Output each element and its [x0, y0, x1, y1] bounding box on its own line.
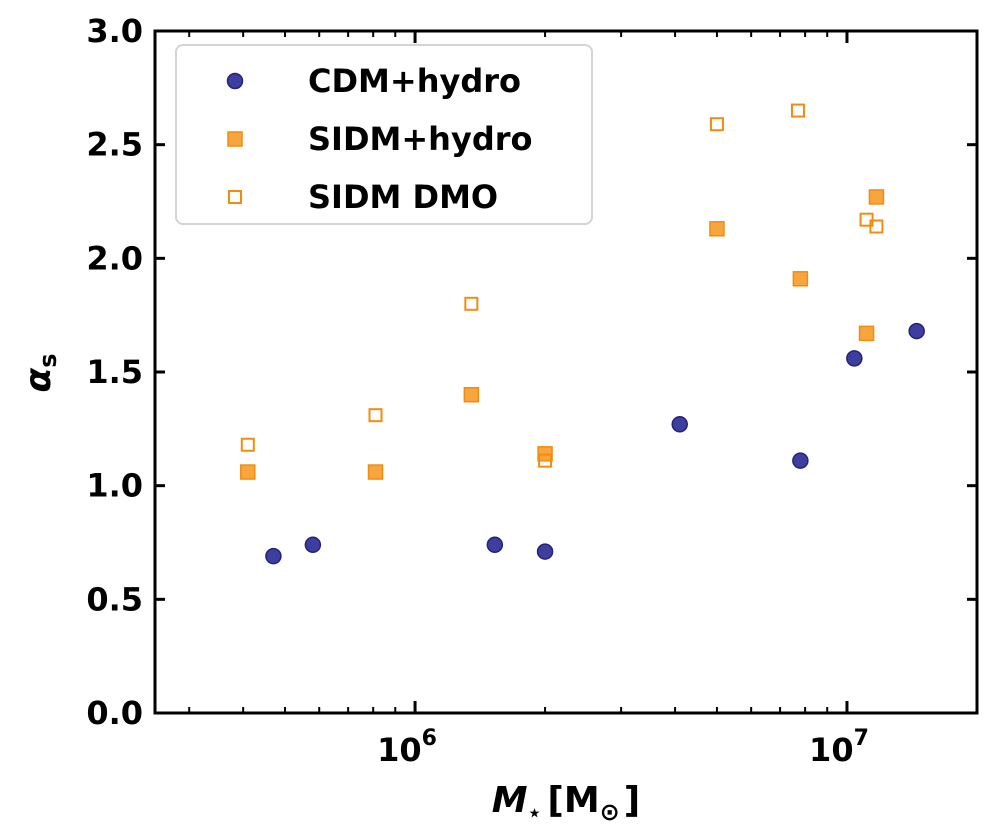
y-axis-symbol: α — [18, 368, 59, 393]
x-axis-symbol-subscript: ⋆ — [528, 801, 542, 826]
legend-box — [175, 44, 593, 225]
data-point — [463, 386, 480, 403]
data-point — [240, 464, 256, 480]
data-point — [869, 219, 884, 234]
y-tick-label: 0.0 — [86, 694, 143, 732]
legend-label: CDM+hydro — [308, 62, 521, 100]
data-point — [464, 296, 479, 311]
legend: CDM+hydro SIDM+hydro SIDM DMO — [175, 44, 593, 225]
plot-frame — [153, 29, 979, 715]
legend-marker — [228, 190, 242, 204]
data-point — [908, 322, 925, 340]
y-tick-label: 0.5 — [86, 580, 143, 618]
series-cdm-hydro — [265, 322, 925, 565]
data-point — [304, 536, 322, 554]
y-axis-title: αs — [18, 353, 62, 392]
y-tick-label: 2.5 — [86, 126, 143, 164]
x-axis-title: M⋆ [M⊙] — [492, 780, 640, 826]
y-tick-label: 2.0 — [86, 239, 143, 277]
x-axis-unit-close: ] — [624, 780, 640, 821]
data-point — [265, 547, 282, 565]
data-point — [858, 325, 875, 342]
data-point — [536, 543, 554, 560]
y-tick-label: 1.0 — [86, 467, 143, 505]
data-point — [790, 103, 805, 118]
legend-entries: CDM+hydro SIDM+hydro SIDM DMO — [226, 62, 532, 216]
x-tick-label-exponent: 7 — [854, 726, 869, 751]
data-point — [671, 416, 688, 433]
data-point — [846, 350, 863, 367]
y-tick-label: 1.5 — [86, 353, 143, 391]
x-axis-unit-subscript: ⊙ — [600, 798, 620, 826]
x-tick-label-base: 10 — [809, 731, 854, 769]
x-axis-symbol: M — [492, 780, 528, 821]
legend-marker — [226, 72, 244, 90]
series-sidm-hydro — [240, 189, 885, 480]
data-point — [367, 464, 384, 480]
y-axis-symbol-subscript: s — [34, 353, 62, 367]
legend-marker — [227, 131, 243, 147]
x-tick-label: 106 — [377, 726, 437, 769]
data-point — [709, 117, 724, 132]
data-point — [240, 437, 255, 452]
x-tick-label-exponent: 6 — [422, 726, 437, 751]
x-tick-label-base: 10 — [377, 731, 422, 769]
data-point — [486, 536, 504, 554]
legend-label: SIDM DMO — [308, 178, 498, 216]
data-point — [538, 453, 553, 468]
data-point — [868, 189, 885, 205]
data-point — [368, 408, 383, 423]
data-point — [792, 452, 809, 469]
y-tick-label: 3.0 — [86, 12, 143, 50]
legend-label: SIDM+hydro — [308, 120, 532, 158]
points-layer — [240, 103, 925, 565]
data-point — [792, 271, 809, 287]
x-axis-unit-open: [M — [547, 780, 599, 821]
data-point — [709, 221, 725, 237]
series-sidm-dmo — [240, 103, 884, 468]
x-tick-label: 107 — [809, 726, 869, 769]
